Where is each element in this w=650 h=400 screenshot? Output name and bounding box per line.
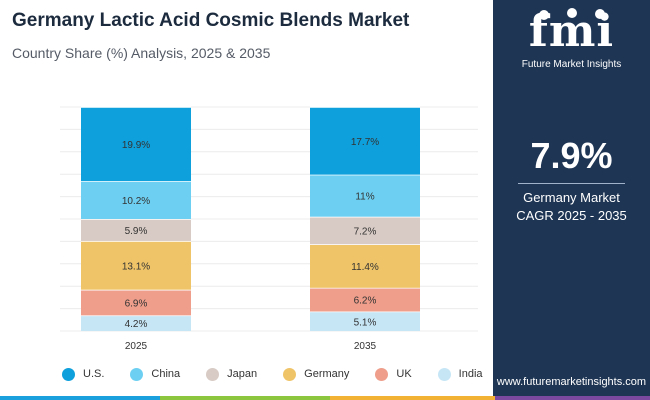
bar-segment-germany-2035 <box>310 244 420 288</box>
chart-legend: U.S. China Japan Germany UK India <box>62 366 509 382</box>
legend-label: UK <box>396 368 412 380</box>
bottom-bar-segment <box>330 396 495 400</box>
stacked-bar-chart: 4.2% 6.9% 13.1% 5.9% 10.2% 19.9% 2025 5.1% 6.2% 1… <box>60 106 478 352</box>
bottom-bar-segment <box>495 396 650 400</box>
bar-segment-japan-2035 <box>310 216 420 245</box>
legend-item: Germany <box>283 367 350 381</box>
data-label: 4.2% <box>125 319 148 330</box>
bar-segment-china-2025 <box>81 181 191 219</box>
cagr-label-market: Germany Market <box>523 190 620 205</box>
legend-label: U.S. <box>83 368 105 380</box>
logo-decoration-icon <box>539 8 605 20</box>
legend-label: China <box>151 368 181 380</box>
data-label: 11% <box>355 192 374 203</box>
data-label: 10.2% <box>122 196 150 207</box>
cagr-divider <box>518 183 625 184</box>
data-label: 6.9% <box>125 299 148 310</box>
bar-segment-germany-2025 <box>81 240 191 290</box>
x-tick-label: 2025 <box>125 341 148 352</box>
data-label: 5.1% <box>354 317 377 328</box>
legend-item: U.S. <box>62 367 105 381</box>
legend-swatch <box>206 367 220 381</box>
website-link[interactable]: www.futuremarketinsights.com <box>496 376 647 388</box>
chart-subtitle: Country Share (%) Analysis, 2025 & 2035 <box>12 45 271 61</box>
side-panel: fmi Future Market Insights 7.9% Germany … <box>493 0 650 400</box>
data-label: 17.7% <box>351 137 379 148</box>
bar-segment-china-2035 <box>310 174 420 217</box>
bar-segment-us-2035 <box>310 107 420 175</box>
bottom-bar-segment <box>0 396 160 400</box>
bottom-bar-segment <box>160 396 330 400</box>
legend-swatch <box>437 367 451 381</box>
bar-segment-india-2035 <box>310 311 420 331</box>
legend-label: India <box>458 368 483 380</box>
chart-title: Germany Lactic Acid Cosmic Blends Market <box>12 10 410 31</box>
bar-segment-japan-2025 <box>81 219 191 241</box>
bar-segment-uk-2035 <box>310 287 420 312</box>
data-label: 13.1% <box>122 261 150 272</box>
x-tick-label: 2035 <box>354 341 377 352</box>
cagr-label-period: CAGR 2025 - 2035 <box>516 208 627 223</box>
legend-label: Germany <box>304 368 350 380</box>
legend-swatch <box>375 367 389 381</box>
data-label: 19.9% <box>122 140 150 151</box>
legend-label: Japan <box>227 368 258 380</box>
legend-swatch <box>130 367 144 381</box>
data-label: 5.9% <box>125 226 148 237</box>
legend-swatch <box>283 367 297 381</box>
data-label: 11.4% <box>351 262 379 273</box>
bar-segment-uk-2025 <box>81 289 191 316</box>
bottom-color-bar <box>0 396 650 400</box>
data-label: 6.2% <box>354 296 377 307</box>
bar-segment-india-2025 <box>81 315 191 331</box>
logo-tagline: Future Market Insights <box>521 59 622 70</box>
bar-segment-us-2025 <box>81 107 191 182</box>
legend-swatch <box>62 367 75 381</box>
logo-text: fmi <box>528 6 615 57</box>
brand-logo: fmi Future Market Insights <box>493 6 650 78</box>
legend-item: UK <box>375 367 412 381</box>
legend-item: Japan <box>206 367 258 381</box>
legend-item: India <box>437 367 483 381</box>
legend-item: China <box>130 367 181 381</box>
data-label: 7.2% <box>354 226 377 237</box>
cagr-value: 7.9% <box>530 135 613 176</box>
